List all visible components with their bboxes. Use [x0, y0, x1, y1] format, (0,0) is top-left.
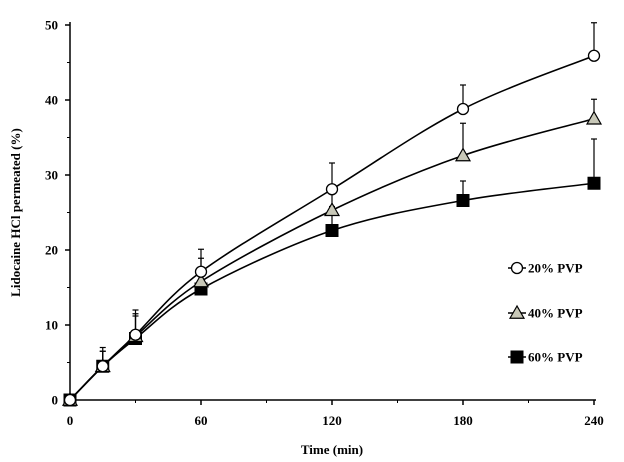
y-tick-label: 10: [45, 318, 58, 333]
x-tick-label: 0: [67, 413, 74, 428]
circle-marker: [325, 183, 339, 196]
y-axis-title: Lidocaine HCl permeated (%): [8, 128, 23, 297]
legend: 20% PVP 40% PVP 60% PVP: [508, 261, 583, 365]
legend-label: 60% PVP: [528, 350, 583, 365]
y-tick-label: 30: [45, 168, 58, 183]
circle-marker: [587, 49, 601, 62]
circle-marker: [194, 265, 208, 278]
square-marker: [325, 224, 339, 237]
x-tick-label: 240: [584, 413, 604, 428]
circle-marker: [456, 102, 470, 116]
square-marker: [587, 176, 601, 190]
legend-triangle-marker: [508, 304, 526, 319]
legend-square-marker: [510, 350, 524, 364]
square-marker: [456, 194, 470, 207]
circle-marker: [129, 328, 142, 341]
triangle-marker: [585, 110, 603, 125]
legend-circle-marker: [510, 261, 524, 275]
x-tick-label: 120: [322, 413, 342, 428]
y-tick-label: 50: [45, 18, 58, 33]
legend-label: 40% PVP: [528, 306, 583, 321]
axis-ticks: 0 10 20 30 40 50 0 60 120 180 240: [45, 18, 604, 429]
circle-marker: [63, 393, 77, 407]
data-markers: [61, 49, 603, 407]
x-tick-label: 180: [453, 413, 473, 428]
legend-label: 20% PVP: [528, 261, 583, 276]
x-axis-title: Time (min): [301, 442, 363, 457]
axes: [69, 22, 596, 401]
triangle-marker: [192, 273, 210, 288]
triangle-marker: [323, 202, 341, 217]
y-tick-label: 40: [45, 93, 58, 108]
circle-marker: [96, 360, 109, 373]
y-tick-label: 20: [45, 243, 58, 258]
y-tick-label: 0: [52, 393, 59, 408]
x-tick-label: 60: [195, 413, 208, 428]
triangle-marker: [454, 147, 472, 162]
